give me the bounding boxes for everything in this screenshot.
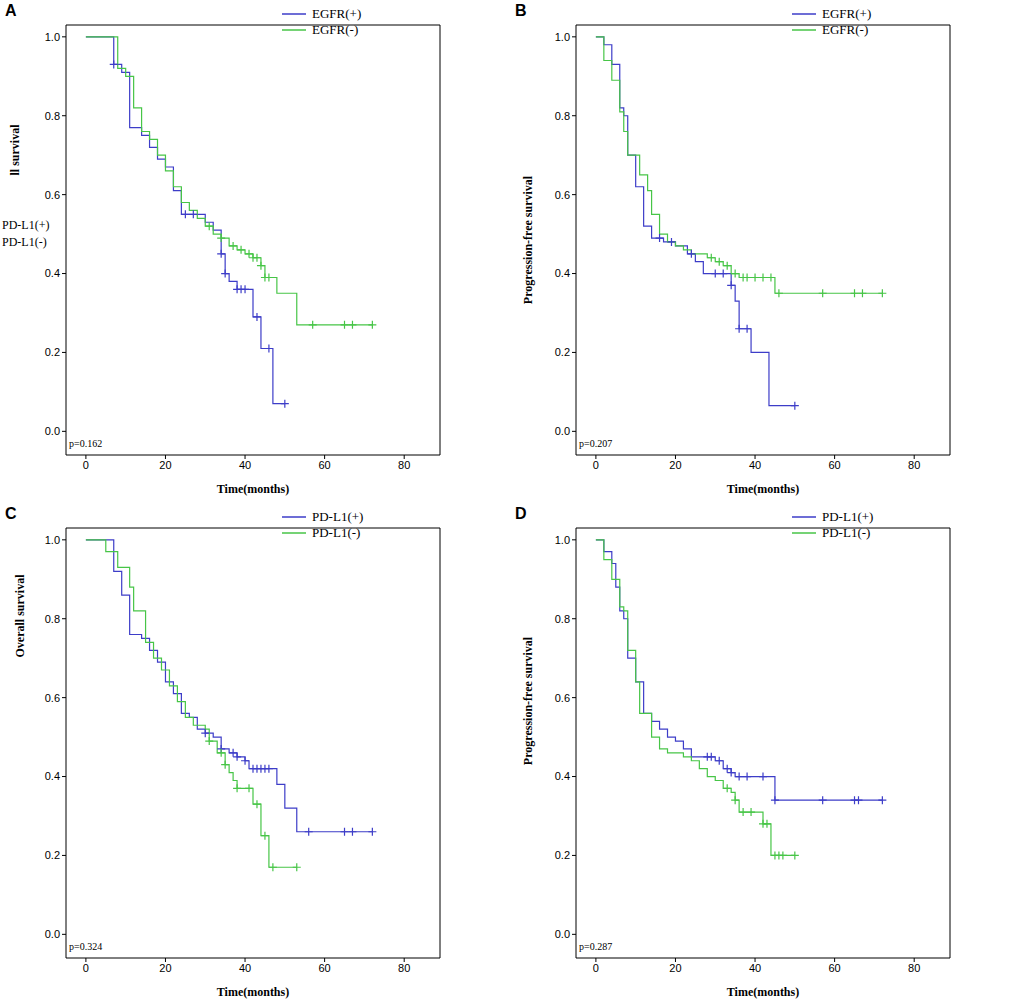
svg-text:0.0: 0.0 [45,425,60,437]
html-text:A: A [5,2,17,19]
svg-text:0.8: 0.8 [45,613,60,625]
svg-text:0.2: 0.2 [555,849,570,861]
html-text:p=0.324: p=0.324 [69,941,103,952]
svg-text:0: 0 [593,962,599,974]
svg-text:0.2: 0.2 [45,849,60,861]
html-text:B: B [515,2,527,19]
svg-text:Time(months): Time(months) [217,985,289,999]
svg-text:60: 60 [828,962,840,974]
svg-text:1.0: 1.0 [555,31,570,43]
svg-text:0.0: 0.0 [45,928,60,940]
html-text:Overall survival: Overall survival [12,574,27,658]
svg-text:80: 80 [908,962,920,974]
html-text:PD-L1(-): PD-L1(-) [2,235,47,249]
svg-text:0.4: 0.4 [45,770,60,782]
svg-text:0.8: 0.8 [45,110,60,122]
svg-text:40: 40 [749,459,761,471]
svg-text:80: 80 [398,459,410,471]
svg-text:0.4: 0.4 [555,770,570,782]
svg-text:20: 20 [669,962,681,974]
html-text:D: D [515,505,527,522]
svg-text:Time(months): Time(months) [217,482,289,496]
html-text:PD-L1(-): PD-L1(-) [312,525,361,540]
html-text:PD-L1(+): PD-L1(+) [312,509,364,524]
svg-text:Time(months): Time(months) [727,482,799,496]
svg-text:1.0: 1.0 [45,534,60,546]
html-text:EGFR(+): EGFR(+) [312,6,362,21]
svg-text:0.2: 0.2 [555,346,570,358]
html-text:ll survival: ll survival [7,124,22,176]
html-text:PD-L1(+): PD-L1(+) [2,218,50,232]
svg-text:0: 0 [593,459,599,471]
svg-text:0.2: 0.2 [45,346,60,358]
html-text:Progression-free survival: Progression-free survival [520,636,535,766]
svg-text:1.0: 1.0 [45,31,60,43]
svg-text:60: 60 [828,459,840,471]
svg-text:20: 20 [159,962,171,974]
svg-text:0: 0 [83,459,89,471]
svg-text:60: 60 [318,459,330,471]
html-text:EGFR(-): EGFR(-) [822,22,869,37]
svg-text:40: 40 [749,962,761,974]
html-text:Progression-free survival: Progression-free survival [520,175,535,305]
svg-text:0.8: 0.8 [555,110,570,122]
html-text:p=0.207: p=0.207 [579,438,613,449]
svg-text:0.6: 0.6 [555,692,570,704]
svg-text:20: 20 [159,459,171,471]
svg-text:80: 80 [398,962,410,974]
html-text:PD-L1(+): PD-L1(+) [822,509,874,524]
html-text:C: C [5,505,17,522]
svg-text:60: 60 [318,962,330,974]
svg-text:80: 80 [908,459,920,471]
svg-text:0.6: 0.6 [45,692,60,704]
svg-text:Time(months): Time(months) [727,985,799,999]
html-text:EGFR(+): EGFR(+) [822,6,872,21]
html-text:p=0.287: p=0.287 [579,941,613,952]
svg-text:20: 20 [669,459,681,471]
svg-text:40: 40 [239,962,251,974]
svg-text:1.0: 1.0 [555,534,570,546]
svg-text:40: 40 [239,459,251,471]
svg-text:0.0: 0.0 [555,928,570,940]
svg-text:0.4: 0.4 [45,267,60,279]
svg-text:0.6: 0.6 [45,189,60,201]
svg-text:0.0: 0.0 [555,425,570,437]
html-text:EGFR(-): EGFR(-) [312,22,359,37]
svg-text:0.8: 0.8 [555,613,570,625]
html-text:PD-L1(-): PD-L1(-) [822,525,871,540]
svg-text:0.6: 0.6 [555,189,570,201]
svg-text:0: 0 [83,962,89,974]
svg-text:0.4: 0.4 [555,267,570,279]
html-text:p=0.162: p=0.162 [69,438,103,449]
